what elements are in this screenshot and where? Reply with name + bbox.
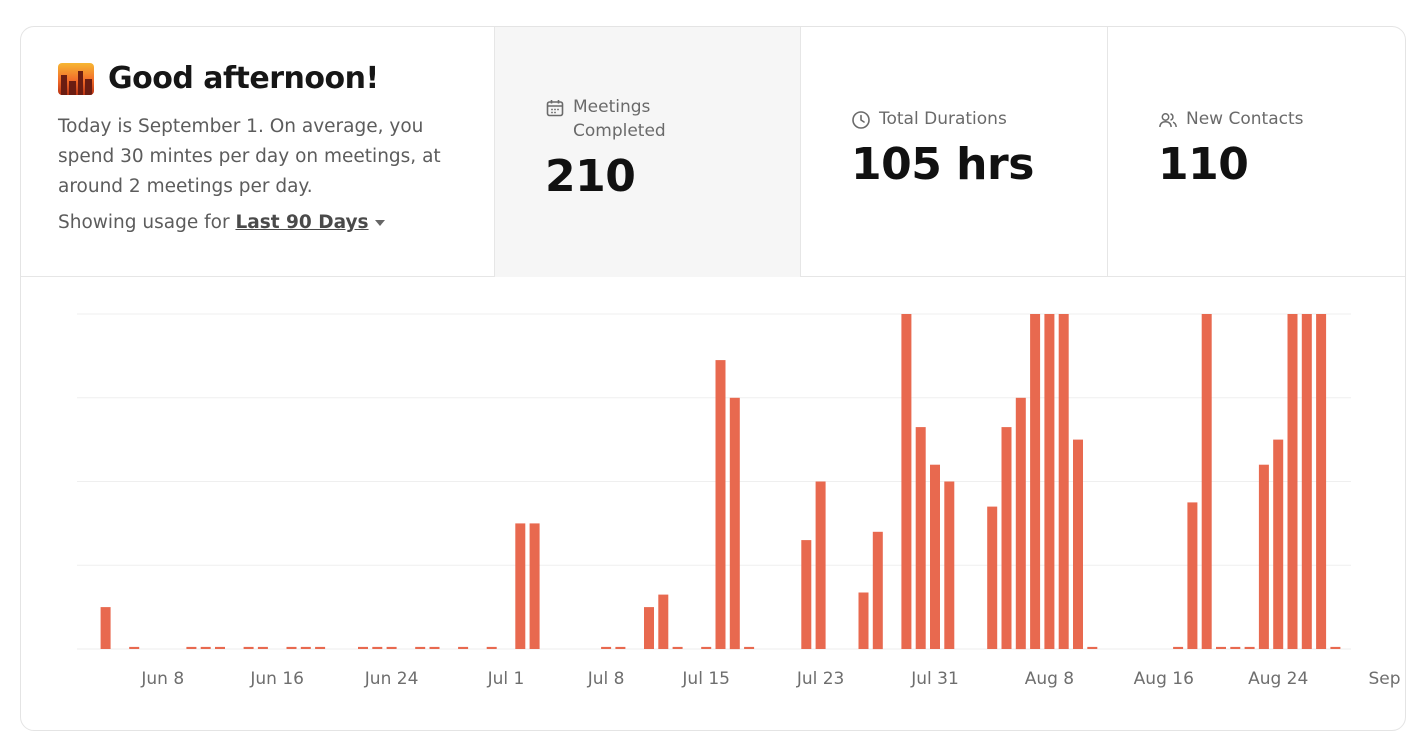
chart-bar[interactable]	[186, 646, 197, 649]
usage-range-selector: Showing usage for Last 90 Days	[58, 212, 494, 233]
x-tick-label: Jul 23	[796, 669, 845, 689]
users-icon	[1159, 113, 1177, 128]
chart-bar[interactable]	[429, 646, 440, 649]
stat-label: Total Durations	[879, 109, 1007, 129]
x-tick-label: Aug 8	[1025, 669, 1074, 689]
chart-bar[interactable]	[1273, 439, 1284, 649]
chart-bar[interactable]	[200, 646, 211, 649]
chevron-down-icon[interactable]	[374, 220, 385, 226]
stat-meetings-completed: Meetings Completed 210	[495, 27, 801, 277]
chart-bar[interactable]	[1187, 502, 1198, 649]
chart-bar[interactable]	[1330, 646, 1341, 649]
meetings-chart: Jun 8 Jun 16 Jun 24 Jul 1 Jul 8 Jul 15 Jul 23 J…	[21, 278, 1406, 730]
x-tick-label: Jun 8	[140, 669, 184, 689]
chart-bar[interactable]	[944, 481, 955, 650]
chart-bar[interactable]	[615, 646, 626, 649]
chart-bar[interactable]	[644, 607, 654, 649]
x-tick-label: Jun 16	[249, 669, 304, 689]
chart-bar[interactable]	[1287, 314, 1298, 649]
chart-bar[interactable]	[458, 646, 469, 649]
usage-prefix: Showing usage for	[58, 212, 230, 233]
chart-bar[interactable]	[901, 314, 912, 649]
chart-bar[interactable]	[300, 646, 311, 649]
chart-bar[interactable]	[286, 646, 297, 649]
chart-bar[interactable]	[1030, 314, 1041, 649]
greeting-panel: Good afternoon! Today is September 1. On…	[21, 27, 495, 277]
x-tick-label: Jun 24	[364, 669, 419, 689]
x-tick-label: Sep 1	[1368, 669, 1406, 689]
chart-bar[interactable]	[1258, 464, 1269, 649]
chart-bar[interactable]	[1216, 646, 1226, 649]
greeting-row: Good afternoon!	[58, 61, 494, 96]
usage-summary: Today is September 1. On average, you sp…	[58, 116, 441, 197]
meetings-bar-chart: Jun 8 Jun 16 Jun 24 Jul 1 Jul 8 Jul 15 Jul 23 J…	[77, 313, 1406, 689]
chart-bar[interactable]	[129, 646, 140, 649]
x-tick-label: Jul 31	[910, 669, 959, 689]
chart-bar[interactable]	[1301, 314, 1312, 649]
chart-bar[interactable]	[515, 523, 526, 649]
chart-bar[interactable]	[1044, 314, 1055, 649]
chart-bar[interactable]	[601, 646, 612, 649]
chart-bar[interactable]	[701, 646, 712, 649]
city-sunset-icon	[58, 62, 94, 95]
chart-bar[interactable]	[358, 646, 368, 649]
chart-bar[interactable]	[1058, 314, 1069, 649]
chart-bar[interactable]	[858, 592, 869, 650]
summary-header: Good afternoon! Today is September 1. On…	[21, 27, 1405, 277]
stat-new-contacts: New Contacts 110	[1108, 27, 1405, 277]
chart-bar[interactable]	[1173, 646, 1184, 649]
calendar-icon	[546, 100, 564, 117]
chart-bar[interactable]	[1244, 646, 1255, 649]
chart-bar[interactable]	[1230, 646, 1241, 649]
stat-total-durations: Total Durations 105 hrs	[801, 27, 1108, 277]
greeting-title: Good afternoon!	[108, 61, 379, 96]
chart-bar[interactable]	[486, 646, 497, 649]
chart-bar[interactable]	[372, 646, 383, 649]
clock-icon	[852, 111, 870, 129]
chart-bar[interactable]	[100, 607, 111, 649]
stat-value: 210	[545, 151, 636, 202]
chart-bar[interactable]	[1316, 314, 1327, 649]
stat-label: New Contacts	[1186, 109, 1304, 129]
chart-bar[interactable]	[658, 594, 669, 649]
x-tick-label: Jul 15	[681, 669, 730, 689]
stat-label: Meetings Completed	[573, 97, 666, 141]
chart-bar[interactable]	[1201, 314, 1212, 649]
x-tick-label: Aug 16	[1134, 669, 1194, 689]
chart-bar[interactable]	[1073, 439, 1083, 649]
chart-bar[interactable]	[815, 481, 826, 650]
stat-value: 110	[1158, 139, 1249, 190]
x-tick-label: Jul 1	[487, 669, 525, 689]
chart-bar[interactable]	[930, 464, 940, 649]
chart-bar[interactable]	[215, 646, 225, 649]
chart-bar[interactable]	[1087, 646, 1098, 649]
chart-bar[interactable]	[915, 427, 926, 649]
chart-bar[interactable]	[744, 646, 755, 649]
chart-bar[interactable]	[257, 646, 268, 649]
chart-bar[interactable]	[315, 646, 326, 649]
chart-bar[interactable]	[529, 523, 540, 649]
chart-bar[interactable]	[729, 397, 740, 650]
chart-bar[interactable]	[1015, 397, 1026, 650]
x-tick-label: Jul 8	[587, 669, 625, 689]
chart-bar[interactable]	[672, 646, 683, 649]
stat-value: 105 hrs	[851, 139, 1034, 190]
usage-range-dropdown[interactable]: Last 90 Days	[235, 212, 369, 233]
chart-bar[interactable]	[987, 506, 998, 649]
chart-bar[interactable]	[872, 531, 883, 650]
chart-bar[interactable]	[715, 360, 726, 649]
chart-bar[interactable]	[801, 540, 812, 649]
chart-bar[interactable]	[243, 646, 254, 649]
chart-bar[interactable]	[415, 646, 426, 649]
dashboard-card: Good afternoon! Today is September 1. On…	[20, 26, 1406, 731]
chart-bar[interactable]	[386, 646, 397, 649]
chart-bar[interactable]	[1001, 427, 1012, 649]
x-tick-label: Aug 24	[1248, 669, 1308, 689]
